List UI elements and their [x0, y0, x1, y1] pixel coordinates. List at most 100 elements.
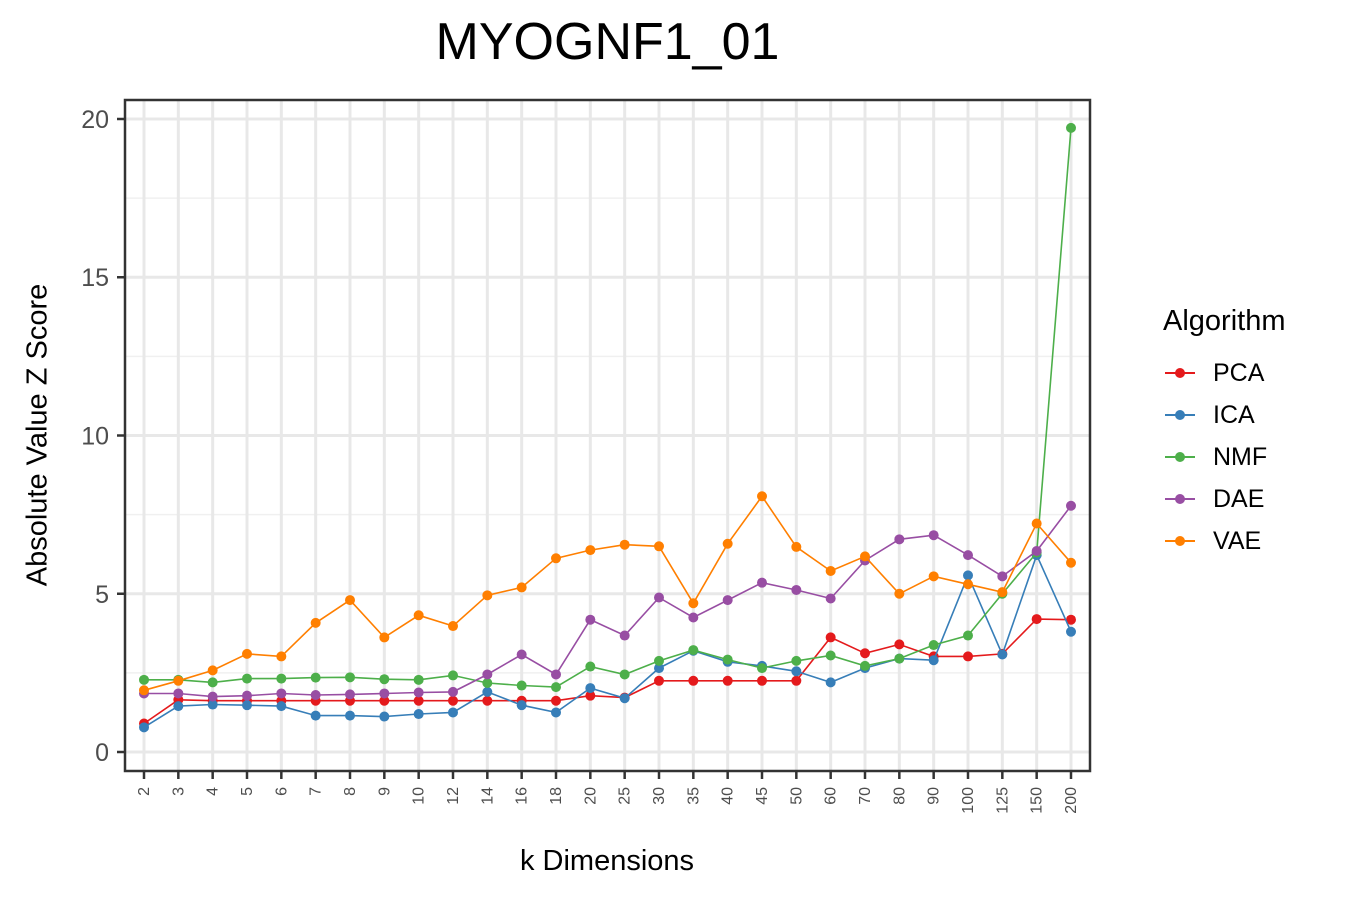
legend-label-nmf: NMF — [1213, 442, 1268, 471]
data-point-pca — [825, 632, 836, 643]
data-point-vae — [860, 551, 870, 562]
minor-gridlines — [125, 197, 1090, 674]
x-axis-label: k Dimensions — [519, 845, 695, 877]
legend-title: Algorithm — [1163, 305, 1286, 337]
legend-label-ica: ICA — [1213, 400, 1255, 429]
data-point-ica — [413, 709, 424, 720]
data-point-vae — [242, 648, 252, 659]
series-line-pca — [143, 618, 1072, 725]
y-tick-label: 0 — [95, 739, 109, 767]
data-point-pca — [791, 675, 802, 686]
data-point-dae — [791, 584, 802, 595]
data-point-dae — [654, 592, 664, 603]
x-tick-label: 10 — [411, 787, 428, 805]
data-point-vae — [654, 541, 664, 552]
data-point-ica — [825, 677, 836, 688]
x-tick-label: 125 — [994, 787, 1011, 814]
data-point-ica — [276, 701, 287, 712]
x-tick-label: 100 — [960, 787, 977, 814]
data-point-ica — [173, 701, 184, 712]
x-tick-label: 200 — [1063, 787, 1080, 814]
data-point-vae — [276, 651, 287, 662]
x-tick-label: 3 — [170, 787, 187, 796]
x-tick-label: 12 — [445, 787, 462, 805]
data-point-vae — [928, 571, 939, 582]
data-point-dae — [585, 614, 596, 625]
data-point-nmf — [448, 670, 458, 681]
series-line-nmf — [144, 127, 1072, 688]
data-point-pca — [482, 695, 493, 706]
data-point-vae — [825, 565, 836, 576]
data-point-ica — [928, 655, 939, 666]
data-point-nmf — [482, 678, 493, 689]
data-point-vae — [482, 590, 493, 601]
data-point-nmf — [791, 655, 802, 666]
x-tick-label: 45 — [754, 787, 771, 805]
data-point-ica — [482, 686, 493, 697]
data-point-dae — [1066, 500, 1076, 511]
x-tick-label: 2 — [136, 787, 153, 796]
x-tick-label: 35 — [685, 787, 702, 805]
data-point-pca — [1066, 614, 1076, 625]
x-tick-label: 14 — [479, 787, 496, 805]
data-point-ica — [1066, 626, 1076, 637]
data-point-nmf — [894, 653, 905, 664]
x-tick-label: 7 — [308, 787, 325, 796]
data-point-dae — [207, 691, 218, 702]
data-point-dae — [379, 688, 390, 699]
data-point-ica — [791, 666, 802, 677]
data-point-dae — [310, 690, 321, 701]
x-tick-label: 50 — [788, 787, 805, 805]
data-point-dae — [757, 577, 767, 588]
data-point-ica — [551, 707, 561, 718]
data-point-nmf — [963, 630, 973, 641]
data-point-dae — [276, 688, 287, 699]
series-line-dae — [144, 505, 1072, 698]
data-point-nmf — [654, 655, 664, 666]
data-point-ica — [516, 700, 527, 711]
y-tick-label: 20 — [81, 106, 109, 134]
data-point-vae — [413, 610, 424, 621]
data-point-pca — [722, 675, 733, 686]
data-point-pca — [379, 695, 390, 706]
x-tick-label: 90 — [926, 787, 943, 805]
legend: Algorithm PCA ICA NMF DAE VAE — [1163, 305, 1286, 562]
data-point-dae — [928, 530, 939, 541]
legend-label-vae: VAE — [1213, 526, 1262, 555]
x-tick-label: 60 — [823, 787, 840, 805]
data-point-ica — [585, 683, 596, 694]
data-point-dae — [448, 686, 458, 697]
data-point-vae — [585, 545, 596, 556]
x-tick-label: 25 — [617, 787, 634, 805]
series-layer — [139, 122, 1076, 733]
data-point-pca — [688, 675, 699, 686]
legend-item-ica: ICA — [1163, 394, 1286, 436]
x-tick-label: 5 — [239, 787, 256, 796]
legend-label-dae: DAE — [1213, 484, 1265, 513]
data-point-dae — [997, 571, 1008, 582]
x-tick-label: 18 — [548, 787, 565, 805]
data-point-vae — [379, 632, 390, 643]
data-point-vae — [139, 685, 149, 696]
data-point-vae — [619, 539, 630, 550]
legend-label-pca: PCA — [1213, 358, 1265, 387]
x-tick-label: 9 — [376, 787, 393, 796]
data-point-nmf — [688, 645, 699, 656]
y-axis: 0 5 10 15 20 — [81, 106, 125, 767]
data-point-dae — [413, 687, 424, 698]
x-tick-label: 40 — [720, 787, 737, 805]
data-point-pca — [413, 695, 424, 706]
data-point-dae — [894, 534, 905, 545]
data-point-nmf — [585, 661, 596, 672]
data-point-ica — [310, 710, 321, 721]
data-point-vae — [1031, 518, 1042, 529]
data-point-pca — [1031, 614, 1042, 625]
series-dae — [139, 500, 1076, 702]
data-point-vae — [551, 553, 561, 564]
data-point-dae — [242, 690, 252, 701]
data-point-pca — [654, 675, 664, 686]
data-point-ica — [997, 649, 1008, 660]
x-tick-label: 150 — [1029, 787, 1046, 814]
x-tick-label: 80 — [891, 787, 908, 805]
data-point-nmf — [413, 674, 424, 685]
